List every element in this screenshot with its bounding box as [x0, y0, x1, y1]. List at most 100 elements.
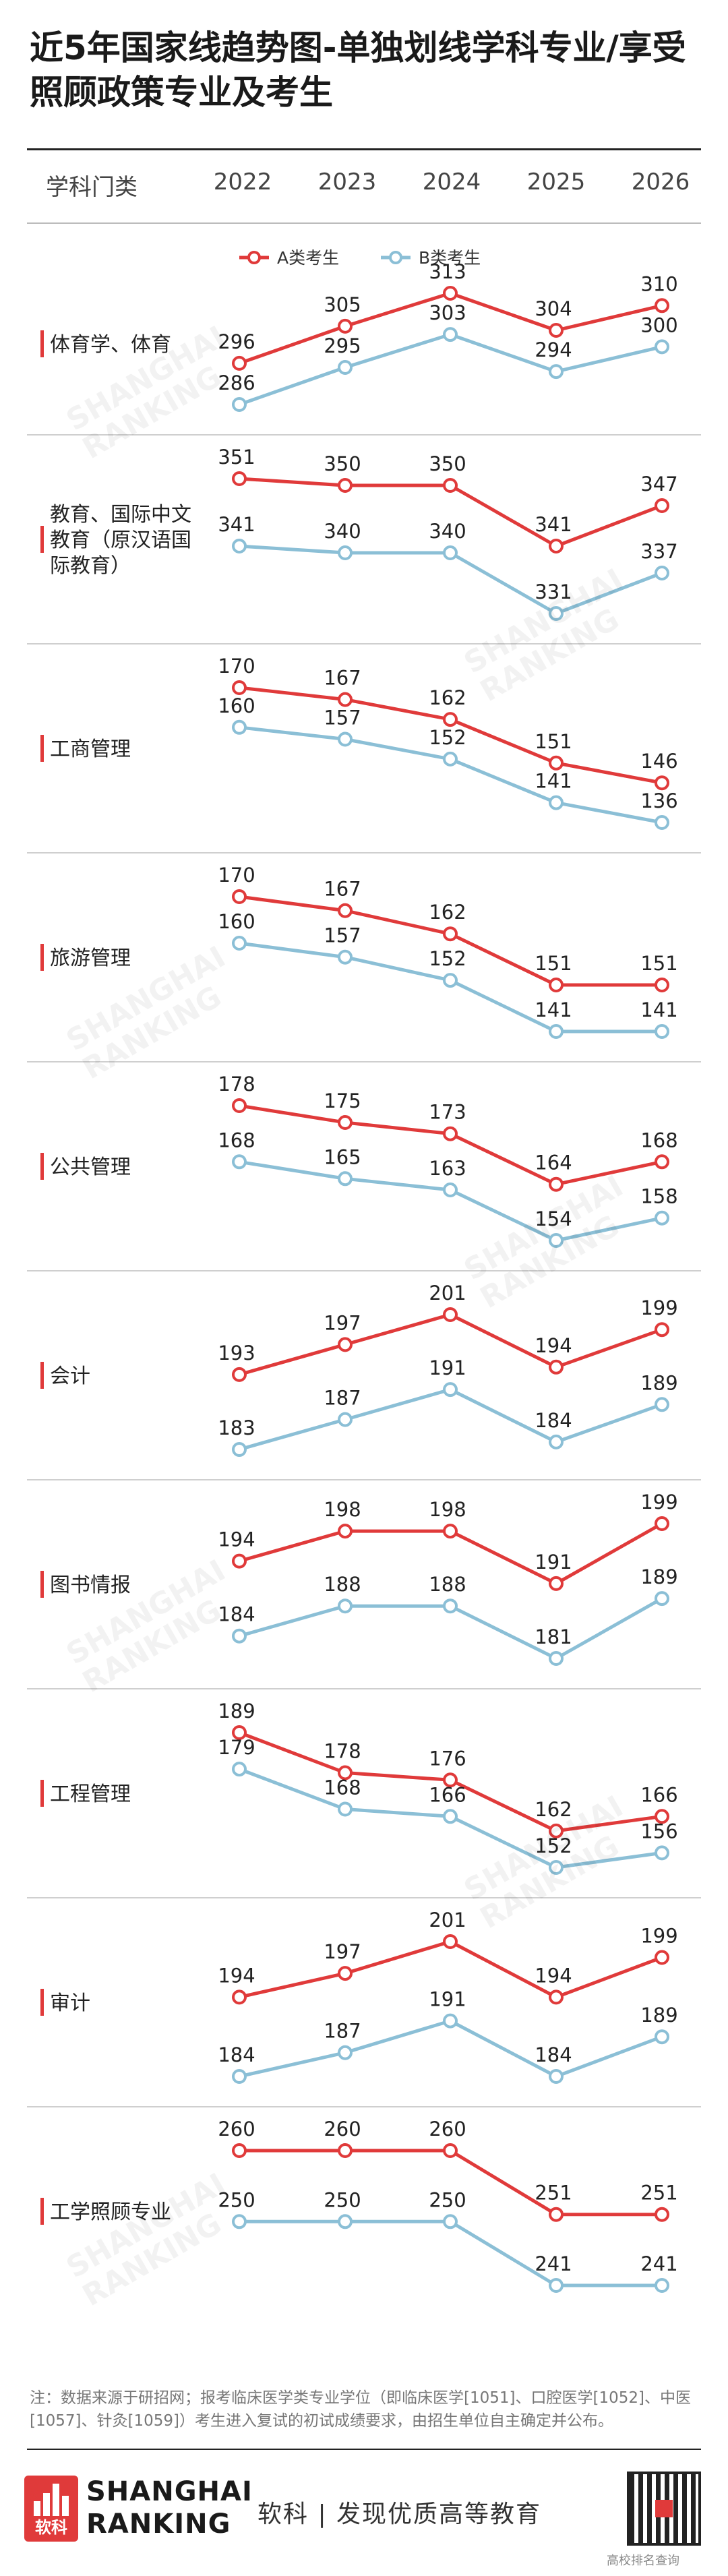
data-point-b	[443, 1809, 458, 1824]
data-point-b	[338, 2045, 353, 2060]
qr-caption: 高校排名查询	[607, 2554, 679, 2568]
data-point-a	[549, 1176, 564, 1192]
data-point-a	[655, 2207, 669, 2222]
category-label: 旅游管理	[50, 947, 131, 970]
data-point-a	[232, 680, 247, 695]
data-label-b: 168	[218, 1129, 255, 1151]
data-label-a: 194	[535, 1964, 572, 1987]
data-point-b	[338, 949, 353, 965]
data-label-b: 160	[218, 910, 255, 933]
category-accent-bar	[40, 1571, 44, 1598]
data-label-a: 168	[640, 1129, 677, 1151]
category-accent-bar	[40, 330, 44, 357]
footer-rule	[27, 2449, 701, 2450]
category-label: 图书情报	[50, 1574, 131, 1597]
data-label-b: 157	[324, 924, 361, 947]
data-point-b	[232, 719, 247, 735]
data-point-a	[232, 471, 247, 486]
data-label-b: 168	[324, 1776, 361, 1799]
data-point-a	[655, 775, 669, 791]
data-label-a: 347	[640, 473, 677, 496]
category-accent-bar	[40, 2198, 44, 2225]
data-point-a	[443, 1307, 458, 1322]
data-label-b: 184	[218, 1603, 255, 1626]
data-point-b	[443, 1382, 458, 1398]
data-point-a	[338, 1337, 353, 1352]
data-label-b: 184	[535, 2043, 572, 2066]
data-point-b	[655, 339, 669, 355]
header-bottom-rule	[27, 222, 701, 224]
data-point-a	[443, 926, 458, 942]
data-point-a	[655, 1154, 669, 1170]
data-point-b	[338, 1801, 353, 1817]
category-label: 公共管理	[50, 1156, 131, 1179]
data-point-b	[443, 2013, 458, 2029]
data-point-b	[232, 1154, 247, 1170]
data-label-b: 156	[640, 1820, 677, 1843]
category-label: 会计	[50, 1365, 90, 1388]
category-label: 工程管理	[50, 1783, 131, 1806]
data-label-a: 350	[324, 452, 361, 475]
data-point-b	[655, 815, 669, 830]
data-label-b: 250	[429, 2188, 466, 2211]
year-header-2023: 2023	[317, 169, 377, 196]
data-point-a	[232, 1725, 247, 1740]
data-label-a: 351	[218, 446, 255, 469]
data-point-a	[443, 478, 458, 493]
logo-glyph: 软科	[35, 2518, 67, 2537]
data-label-b: 331	[535, 580, 572, 603]
data-label-a: 199	[640, 1296, 677, 1319]
footnote: 注：数据来源于研招网；报考临床医学类专业学位（即临床医学[1051]、口腔医学[…	[30, 2389, 691, 2430]
data-point-b	[549, 1434, 564, 1449]
data-label-b: 340	[429, 520, 466, 543]
qr-code-icon[interactable]	[627, 2472, 701, 2546]
data-point-a	[338, 1524, 353, 1539]
data-point-a	[338, 692, 353, 707]
data-point-b	[549, 1651, 564, 1666]
data-point-b	[655, 2278, 669, 2293]
data-label-b: 158	[640, 1185, 677, 1208]
data-label-b: 141	[535, 770, 572, 793]
data-point-a	[443, 2143, 458, 2158]
data-label-b: 187	[324, 1387, 361, 1410]
data-point-b	[655, 1591, 669, 1607]
data-label-a: 164	[535, 1151, 572, 1174]
data-label-a: 151	[535, 730, 572, 753]
series-line-b	[239, 332, 663, 407]
data-label-a: 197	[324, 1940, 361, 1963]
data-label-b: 184	[218, 2043, 255, 2066]
data-point-b	[443, 1182, 458, 1197]
data-label-b: 152	[429, 947, 466, 970]
year-header-2024: 2024	[422, 169, 481, 196]
data-label-b: 165	[324, 1145, 361, 1168]
data-label-a: 189	[218, 1700, 255, 1723]
data-label-b: 136	[640, 789, 677, 812]
data-point-a	[232, 1553, 247, 1569]
category-label: 教育、国际中文教育（原汉语国际教育）	[50, 503, 191, 578]
data-label-a: 296	[218, 330, 255, 353]
data-label-a: 167	[324, 667, 361, 690]
data-point-b	[549, 1860, 564, 1875]
category-accent-bar	[40, 1362, 44, 1389]
category-accent-bar	[40, 526, 44, 553]
data-point-a	[655, 298, 669, 313]
data-point-b	[655, 1845, 669, 1861]
data-label-b: 189	[640, 1565, 677, 1588]
data-point-a	[232, 2143, 247, 2158]
data-label-a: 350	[429, 452, 466, 475]
data-label-a: 170	[218, 655, 255, 678]
category-label: 工学照顾专业	[50, 2200, 171, 2224]
data-point-a	[549, 1576, 564, 1591]
data-label-a: 194	[218, 1528, 255, 1551]
data-label-b: 241	[640, 2252, 677, 2275]
data-label-b: 152	[429, 726, 466, 749]
data-label-a: 260	[218, 2118, 255, 2140]
category-accent-bar	[40, 1780, 44, 1807]
data-point-a	[338, 478, 353, 493]
data-point-b	[232, 397, 247, 412]
data-point-a	[443, 1524, 458, 1539]
data-point-b	[549, 2069, 564, 2084]
data-point-b	[338, 360, 353, 375]
data-label-b: 191	[429, 1988, 466, 2011]
